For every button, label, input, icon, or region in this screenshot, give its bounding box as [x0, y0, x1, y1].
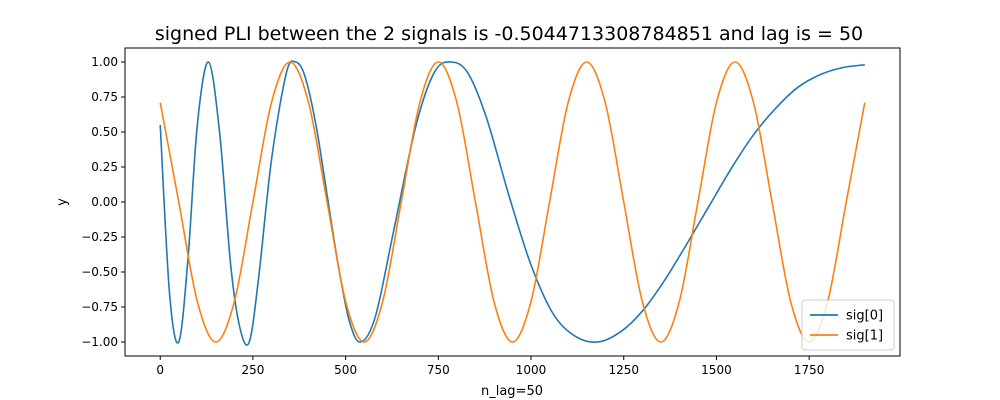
series-line-sig1: [159, 61, 866, 343]
y-tick-label: 0.75: [91, 90, 118, 104]
x-tick-label: 750: [427, 363, 450, 377]
y-axis-label: y: [55, 198, 70, 206]
x-tick-label: 1500: [701, 363, 732, 377]
y-axis: −1.00 −0.75 −0.50 −0.25 0.00 0.25 0.50 0.75 1.00: [81, 55, 125, 349]
y-tick-label: −0.50: [81, 265, 118, 279]
x-axis-label: n_lag=50: [481, 384, 543, 399]
x-tick-label: 1250: [608, 363, 639, 377]
x-tick-label: 250: [241, 363, 264, 377]
x-tick-label: 1000: [516, 363, 547, 377]
plot-frame: [124, 47, 901, 357]
series-line-sig0: [159, 60, 865, 346]
y-tick-label: −0.25: [81, 230, 118, 244]
legend-label: sig[1]: [846, 329, 883, 344]
plot-area: [159, 60, 866, 346]
x-tick-label: 1750: [794, 363, 825, 377]
y-tick-label: 0.50: [91, 125, 118, 139]
y-tick-label: 0.00: [91, 195, 118, 209]
chart-title: signed PLI between the 2 signals is -0.5…: [155, 23, 863, 45]
legend: sig[0] sig[1]: [801, 299, 895, 351]
x-axis: 0 250 500 750 1000 1250 1500 1750: [156, 356, 824, 377]
y-tick-label: 0.25: [91, 160, 118, 174]
y-tick-label: −1.00: [81, 335, 118, 349]
x-tick-label: 0: [156, 363, 164, 377]
legend-label: sig[0]: [846, 309, 883, 324]
x-tick-label: 500: [334, 363, 357, 377]
y-tick-label: −0.75: [81, 300, 118, 314]
y-tick-label: 1.00: [91, 55, 118, 69]
legend-box: [801, 299, 895, 351]
